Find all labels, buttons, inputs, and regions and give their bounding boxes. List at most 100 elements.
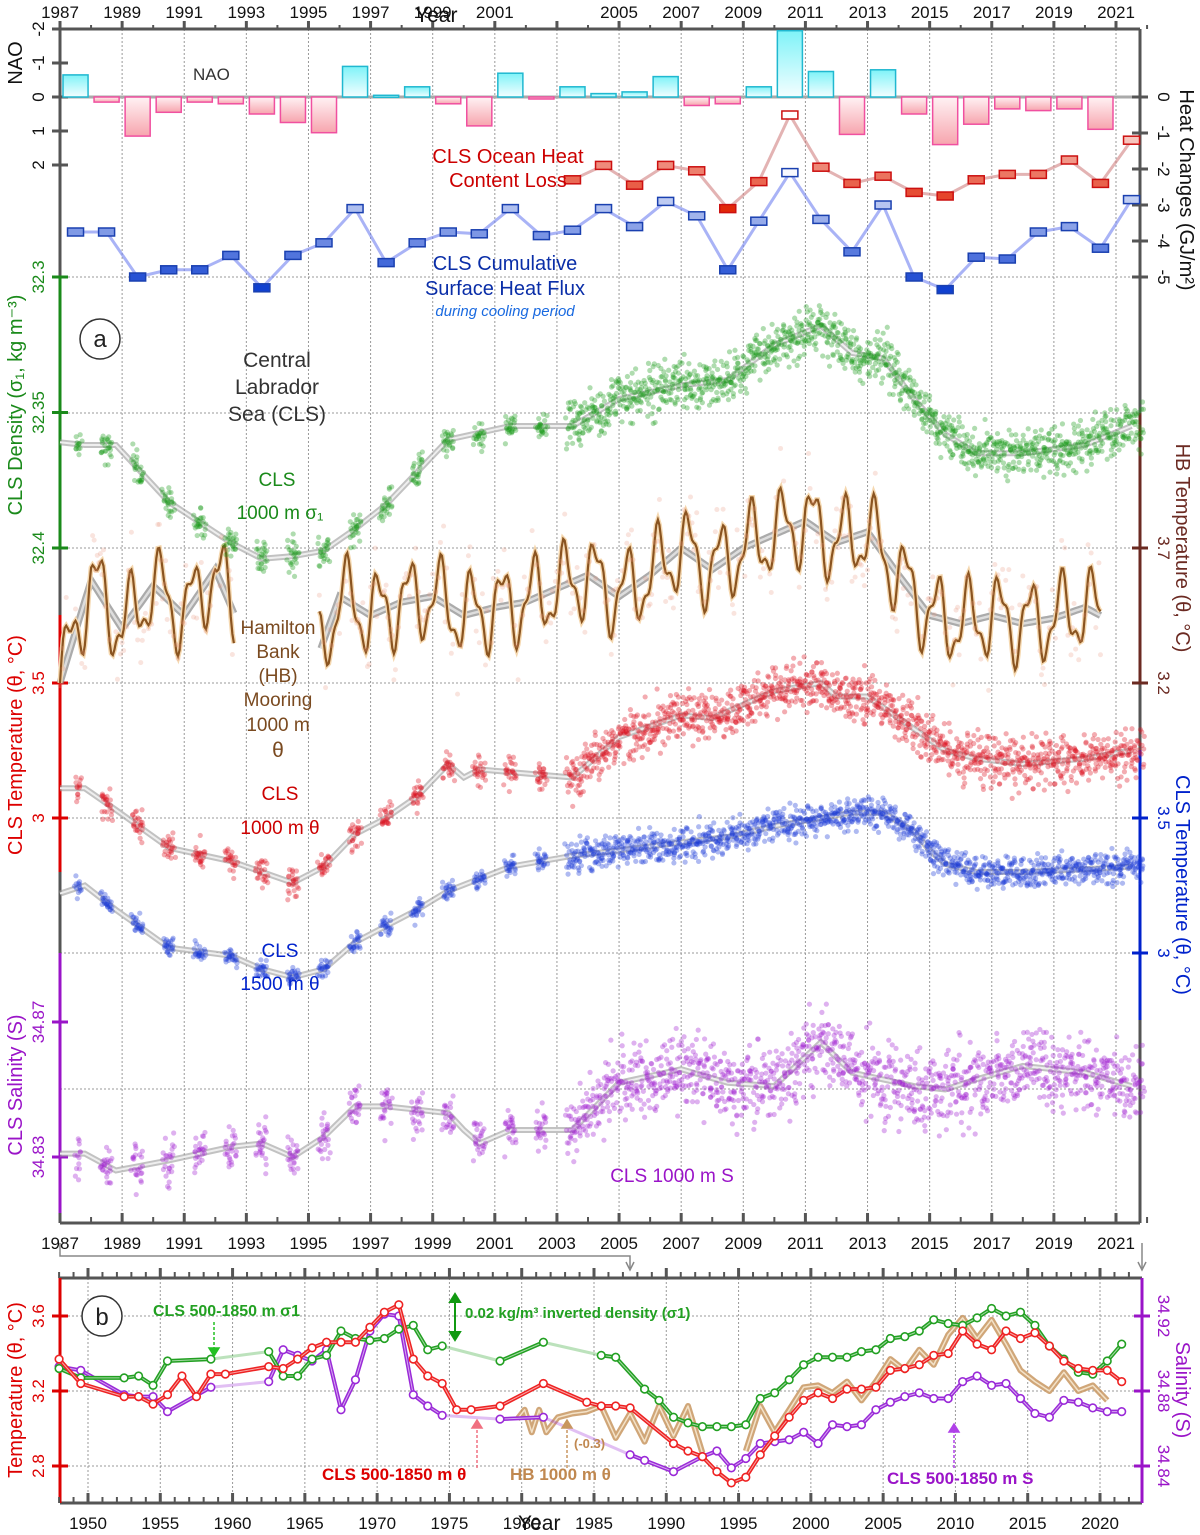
x-tick-label-top: 2005 (600, 3, 638, 22)
density-sample-point (966, 438, 973, 444)
density-sample-point (916, 411, 922, 417)
density-sample-point (873, 368, 880, 374)
cls-temp-1500-sample-point (770, 835, 776, 841)
density-sample-point (1058, 442, 1064, 448)
density-sample-point (230, 536, 236, 542)
density-sample-point (637, 407, 643, 414)
cls-temp-sample-point (998, 766, 1004, 772)
density-sample-point (663, 397, 669, 404)
density-sample-point (1078, 445, 1084, 451)
cls-temp-sample-point (997, 781, 1003, 787)
density-sample-point (783, 352, 789, 358)
density-sample-point (1042, 451, 1048, 457)
density-sample-point (592, 404, 598, 411)
density-sample-point (650, 364, 656, 370)
density-sample-point (876, 344, 882, 350)
density-sample-point (939, 421, 945, 427)
density-sample-point (1030, 447, 1036, 453)
density-sample-point (944, 443, 950, 449)
density-sample-point (169, 499, 175, 505)
density-sample-point (771, 356, 777, 363)
cls-temp-sample-point (74, 784, 80, 791)
density-sample-point (414, 481, 420, 487)
nao-bar (869, 69, 897, 98)
density-sample-point (826, 331, 832, 337)
density-sample-point (166, 489, 172, 496)
density-sample-point (1122, 417, 1128, 423)
density-sample-point (612, 411, 619, 418)
cls-temp-sample-point (418, 785, 425, 791)
cls-temp-sample-point (818, 660, 825, 666)
density-sample-point (995, 458, 1002, 464)
density-sample-point (410, 463, 417, 469)
density-sample-point (664, 399, 670, 405)
density-sample-point (870, 364, 876, 371)
density-sample-point (480, 430, 486, 436)
cls-temp-sample-point (599, 766, 605, 772)
cls-temp-sample-point (358, 825, 364, 831)
density-sample-point (646, 391, 652, 397)
density-sample-point (645, 413, 651, 419)
density-sample-point (1103, 426, 1110, 432)
density-sample-point (659, 387, 665, 394)
density-sample-point (264, 558, 270, 564)
density-sample-point (805, 321, 811, 328)
density-sample-point (258, 561, 265, 567)
density-sample-point (574, 410, 581, 416)
density-sample-point (602, 419, 609, 425)
density-sample-point (324, 540, 330, 546)
nao-bar (559, 86, 586, 98)
nao-bar (497, 72, 524, 98)
cls-temp-sample-point (603, 756, 609, 763)
density-sample-point (975, 452, 981, 459)
density-sample-point (579, 408, 585, 415)
density-sample-point (810, 323, 816, 330)
density-sample-point (794, 319, 800, 325)
density-sample-point (685, 374, 692, 380)
density-sample-point (751, 368, 757, 374)
cls-temp-sample-point (971, 732, 977, 739)
density-sample-point (1090, 435, 1097, 441)
density-sample-point (854, 356, 860, 362)
density-sample-point (883, 348, 889, 354)
cls-temp-1500-sample-point (710, 855, 716, 861)
cls-temp-1500-sample-point (793, 840, 799, 846)
density-sample-point (886, 391, 893, 397)
cls-temp-sample-point (108, 802, 114, 809)
density-sample-point (830, 352, 836, 358)
cls-temp-sample-point (984, 767, 990, 774)
density-sample-point (858, 362, 864, 369)
density-sample-point (1070, 444, 1076, 450)
density-sample-point (608, 376, 615, 383)
density-sample-point (616, 378, 622, 384)
cls-temp-1500-sample-point (684, 852, 690, 859)
density-sample-point (380, 505, 386, 512)
cls-temp-1500-sample-point (378, 931, 384, 937)
density-sample-point (1051, 452, 1057, 458)
density-sample-point (719, 389, 725, 396)
density-sample-point (225, 531, 232, 537)
density-sample-point (624, 406, 630, 412)
cls-temp-sample-point (1005, 751, 1011, 757)
nao-bar (745, 86, 773, 98)
density-sample-point (781, 344, 787, 350)
density-sample-point (1059, 421, 1066, 427)
density-sample-point (652, 388, 658, 394)
cls-temp-1500-sample-point (875, 799, 881, 806)
density-sample-point (102, 437, 108, 443)
density-sample-point (744, 390, 750, 396)
density-sample-point (135, 479, 141, 485)
density-sample-point (776, 341, 782, 348)
density-sample-point (897, 398, 903, 404)
cls-temp-1500-sample-point (917, 826, 924, 833)
density-sample-point (652, 419, 658, 426)
x-tick-label-top: 2015 (911, 3, 949, 22)
density-sample-point (731, 371, 737, 377)
density-sample-point (918, 389, 924, 395)
density-sample-point (324, 545, 331, 551)
density-sample-point (162, 492, 168, 498)
cls-temp-1500-sample-point (602, 833, 609, 839)
density-sample-point (912, 403, 918, 409)
density-sample-point (441, 428, 447, 435)
density-sample-point (1018, 445, 1024, 452)
